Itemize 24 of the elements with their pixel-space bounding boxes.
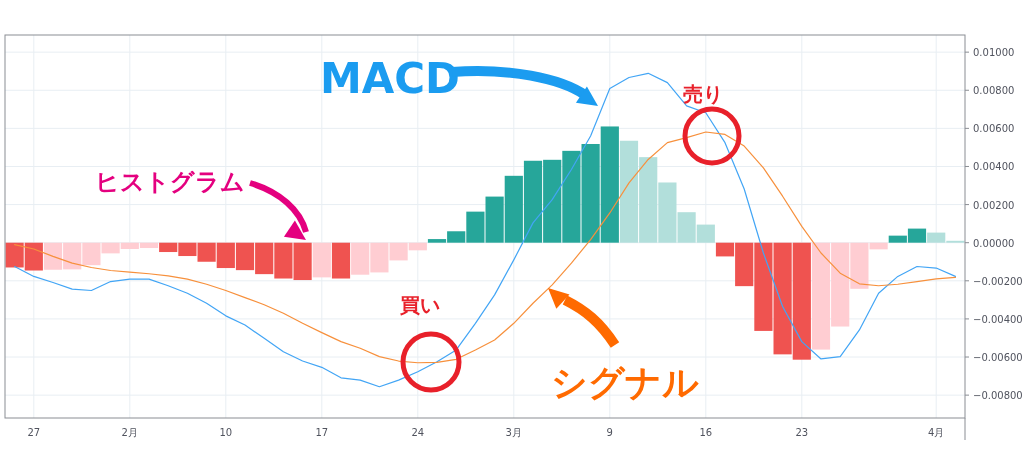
x-tick-label: 17 bbox=[315, 427, 329, 438]
y-tick-label: 0.00000 bbox=[973, 237, 1015, 249]
y-tick-label: 0.00800 bbox=[973, 85, 1015, 97]
y-tick-label: −0.00800 bbox=[973, 390, 1023, 402]
y-tick-label: −0.00400 bbox=[973, 313, 1023, 325]
x-tick-label: 4月 bbox=[928, 427, 945, 438]
y-tick-label: 0.01000 bbox=[973, 47, 1015, 59]
x-tick-label: 16 bbox=[699, 427, 713, 438]
x-tick-label: 2月 bbox=[121, 427, 138, 438]
x-tick-label: 3月 bbox=[505, 427, 522, 438]
x-tick-label: 9 bbox=[606, 427, 613, 438]
y-tick-label: −0.00200 bbox=[973, 275, 1023, 287]
y-tick-label: −0.00600 bbox=[973, 352, 1023, 364]
x-tick-label: 23 bbox=[795, 427, 809, 438]
annotation: 売り bbox=[683, 82, 723, 106]
x-tick-label: 10 bbox=[219, 427, 233, 438]
y-tick-label: 0.00400 bbox=[973, 161, 1015, 173]
x-tick-label: 24 bbox=[411, 427, 425, 438]
bar bbox=[312, 242, 331, 278]
y-tick-label: 0.00200 bbox=[973, 199, 1015, 211]
y-tick-label: 0.00600 bbox=[973, 123, 1015, 135]
bar bbox=[331, 242, 351, 279]
annotation: 買い bbox=[399, 293, 440, 317]
x-tick-label: 27 bbox=[27, 427, 41, 438]
